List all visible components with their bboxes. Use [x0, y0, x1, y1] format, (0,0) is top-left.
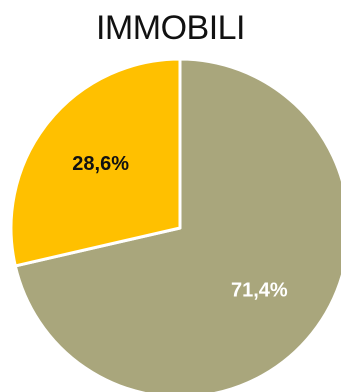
pie-labels: 71,4% 28,6% [72, 153, 288, 301]
chart-title: IMMOBILI [95, 9, 246, 47]
pie-slice-2 [9, 57, 182, 268]
pie-slice-1 [13, 57, 341, 392]
pie-slice-label-2: 28,6% [72, 153, 129, 175]
pie-slices [9, 57, 341, 392]
pie-slice-label-1: 71,4% [231, 279, 288, 301]
